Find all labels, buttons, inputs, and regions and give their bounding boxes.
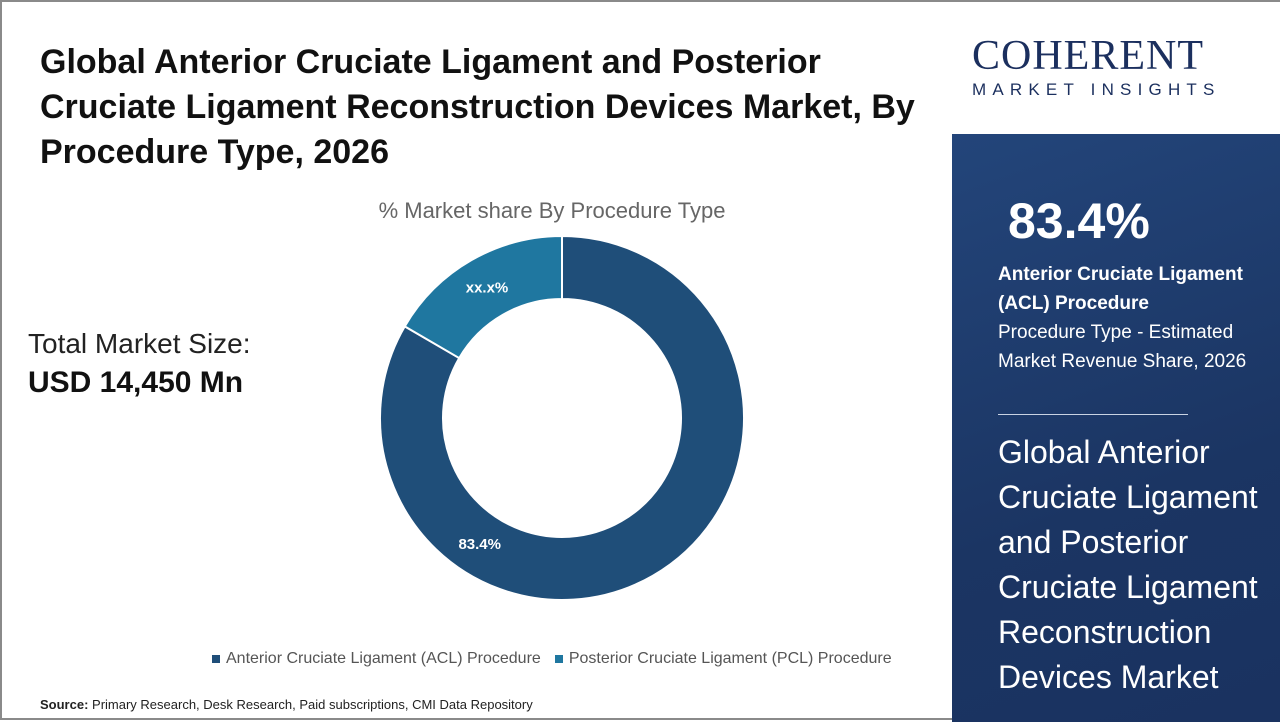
slice-acl	[379, 234, 745, 601]
market-name: Global Anterior Cruciate Ligament and Po…	[998, 434, 1258, 695]
legend: Anterior Cruciate Ligament (ACL) Procedu…	[212, 650, 892, 668]
source-note: Source: Primary Research, Desk Research,…	[40, 697, 533, 712]
data-label: 83.4%	[458, 536, 501, 553]
legend-label: Anterior Cruciate Ligament (ACL) Procedu…	[226, 650, 541, 667]
source-label: Source:	[40, 697, 89, 712]
source-text: Primary Research, Desk Research, Paid su…	[88, 697, 533, 712]
highlight-description: Procedure Type - Estimated Market Revenu…	[998, 322, 1247, 372]
highlight-percent: 83.4%	[1008, 193, 1150, 249]
logo-sub: MARKET INSIGHTS	[972, 80, 1221, 99]
data-label: xx.x%	[466, 280, 509, 297]
legend-swatch	[554, 654, 563, 663]
info-panel: 83.4% Anterior Cruciate Ligament (ACL) P…	[952, 134, 1280, 722]
legend-label: Posterior Cruciate Ligament (PCL) Proced…	[568, 650, 892, 667]
legend-swatch	[212, 654, 220, 663]
total-market-value: USD 14,450 Mn	[28, 366, 244, 399]
slice-pcl	[403, 234, 563, 360]
highlight-segment: Anterior Cruciate Ligament (ACL) Procedu…	[998, 264, 1243, 314]
logo: COHERENT MARKET INSIGHTS	[952, 2, 1280, 134]
total-market-label: Total Market Size:	[28, 328, 251, 359]
legend-item-acl: Anterior Cruciate Ligament (ACL) Procedu…	[212, 650, 541, 668]
page-title: Global Anterior Cruciate Ligament and Po…	[40, 43, 915, 171]
logo-main: COHERENT	[972, 33, 1204, 79]
chart-title: % Market share By Procedure Type	[378, 198, 726, 223]
legend-item-pcl: Posterior Cruciate Ligament (PCL) Proced…	[554, 650, 892, 668]
divider	[998, 414, 1188, 415]
donut-chart: 83.4% xx.x%	[379, 234, 745, 601]
